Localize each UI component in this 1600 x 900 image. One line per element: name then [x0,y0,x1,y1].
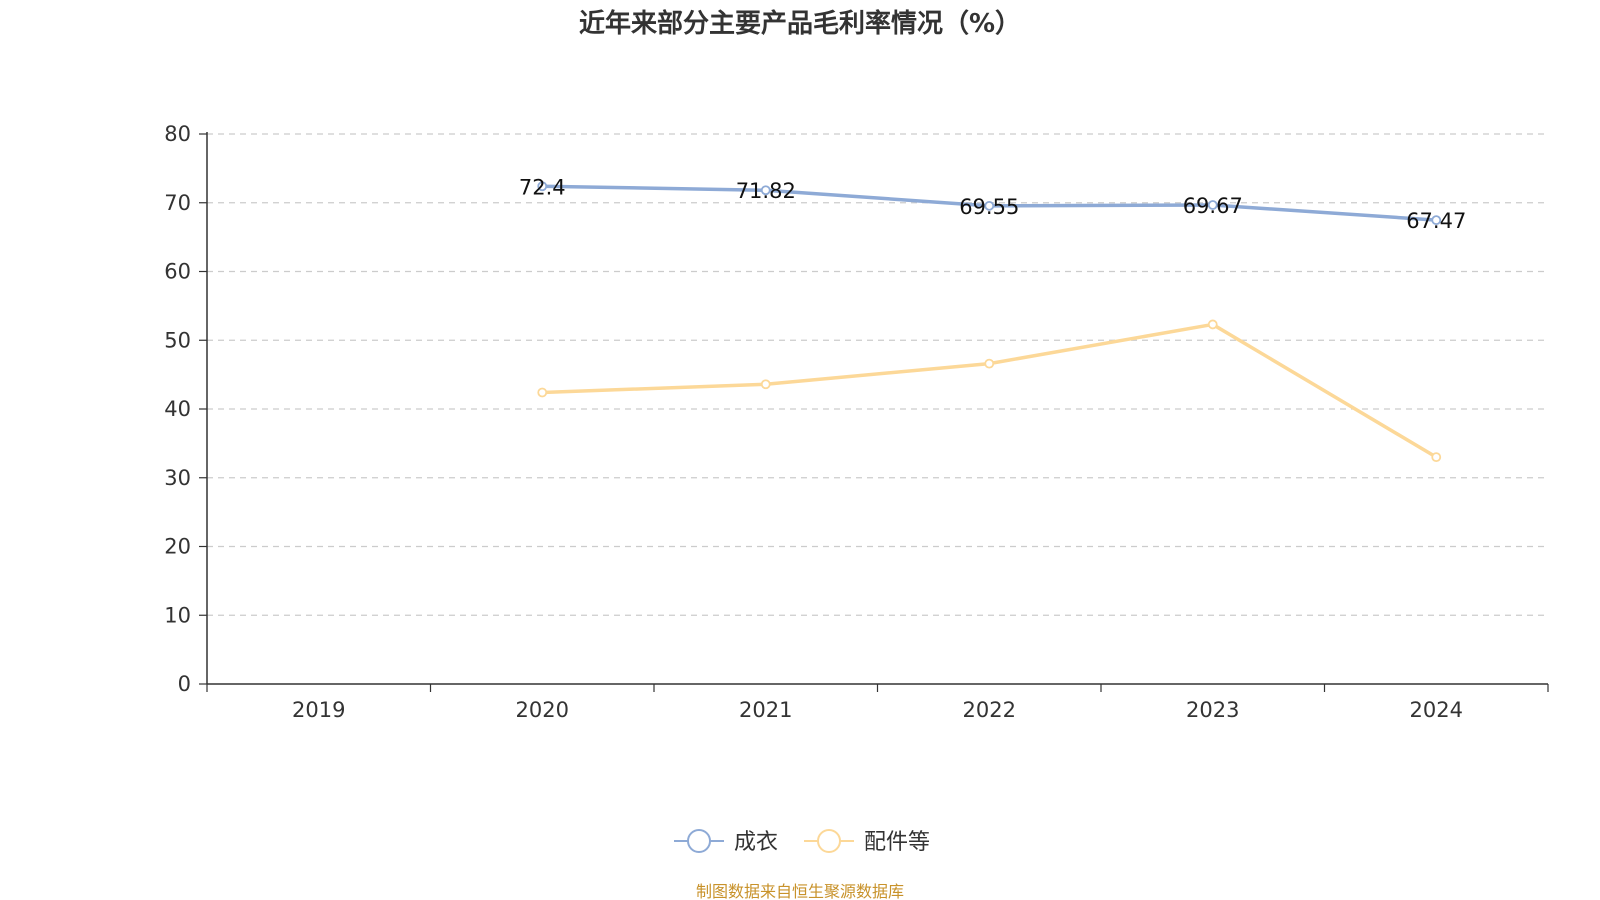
axes: 0 10 20 30 40 50 60 70 80 2019 2020 2021 2022 2023 202… [164,122,1549,722]
x-tick-label: 2020 [516,698,569,722]
data-label: 69.67 [1183,194,1243,218]
legend-marker [687,829,711,853]
x-tick-label: 2024 [1410,698,1463,722]
data-point [537,181,548,192]
legend-item-1: 成衣 [674,829,778,855]
series-layer [537,181,1442,463]
data-point [760,379,771,390]
chart-title: 近年来部分主要产品毛利率情况（%） [579,8,1021,39]
grid-lines [207,133,1548,616]
y-tick-label: 40 [164,397,191,421]
x-tick-label: 2022 [963,698,1016,722]
y-tick-label: 10 [164,603,191,627]
y-tick-label: 60 [164,260,191,284]
data-label: 71.82 [736,179,796,203]
legend-marker [817,829,841,853]
data-point [1431,215,1442,226]
data-point [984,200,995,211]
y-tick-label: 0 [178,672,191,696]
y-tick-label: 20 [164,535,191,559]
data-point [537,387,548,398]
y-tick-label: 50 [164,328,191,352]
source-note: 制图数据来自恒生聚源数据库 [696,882,904,900]
legend: 成衣 配件等 [674,829,930,855]
y-tick-label: 30 [164,466,191,490]
data-labels: 72.4 71.82 69.55 69.67 67.47 [519,175,1466,233]
data-point [1207,319,1218,330]
legend-item-2: 配件等 [804,829,930,855]
x-tick-label: 2023 [1186,698,1239,722]
legend-label: 成衣 [734,830,778,855]
x-tick-label: 2019 [292,698,345,722]
data-point [760,185,771,196]
data-label: 69.55 [959,195,1019,219]
x-tick-label: 2021 [739,698,792,722]
y-tick-label: 80 [164,122,191,146]
series-line-2 [542,322,1438,459]
legend-label: 配件等 [864,830,930,855]
y-tick-label: 70 [164,191,191,215]
data-point [1207,200,1218,210]
data-point [984,358,995,369]
data-point [1431,452,1442,463]
data-label: 72.4 [519,175,566,199]
data-label: 67.47 [1406,209,1466,233]
